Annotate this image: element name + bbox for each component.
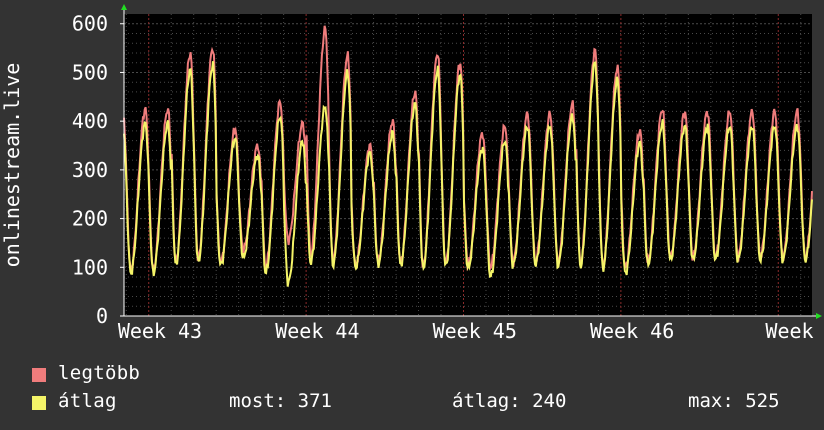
x-axis-arrow xyxy=(816,313,822,319)
plot-area xyxy=(121,4,822,319)
stat-max: max: 525 xyxy=(688,390,780,412)
x-tick-label: Week 44 xyxy=(275,319,359,343)
x-tick-label: Week 43 xyxy=(118,319,202,343)
x-tick-label: Week 46 xyxy=(590,319,674,343)
x-tick-label: Week 45 xyxy=(433,319,517,343)
y-tick-label: 600 xyxy=(72,12,108,36)
y-tick-label: 200 xyxy=(72,207,108,231)
y-tick-label: 0 xyxy=(96,304,108,328)
legend-swatch-avg xyxy=(32,396,46,410)
stat-average: átlag: 240 xyxy=(452,390,567,412)
x-axis-ticks: Week 43 Week 44 Week 45 Week 46 Week xyxy=(118,319,814,343)
y-tick-label: 100 xyxy=(72,255,108,279)
y-tick-label: 500 xyxy=(72,60,108,84)
x-tick-label: Week xyxy=(765,319,813,343)
plot-background xyxy=(124,14,812,316)
y-tick-label: 400 xyxy=(72,109,108,133)
stat-current: most: 371 xyxy=(229,390,332,412)
legend-label-max: legtöbb xyxy=(58,362,141,384)
legend-label-avg: átlag xyxy=(58,390,117,412)
y-axis-arrow xyxy=(121,4,127,10)
series-line-avg xyxy=(123,61,813,287)
y-axis-ticks: 0 100 200 300 400 500 600 xyxy=(72,12,124,328)
y-tick-label: 300 xyxy=(72,158,108,182)
legend-swatch-max xyxy=(32,368,46,382)
y-axis-label: onlinestream.live xyxy=(0,63,24,268)
